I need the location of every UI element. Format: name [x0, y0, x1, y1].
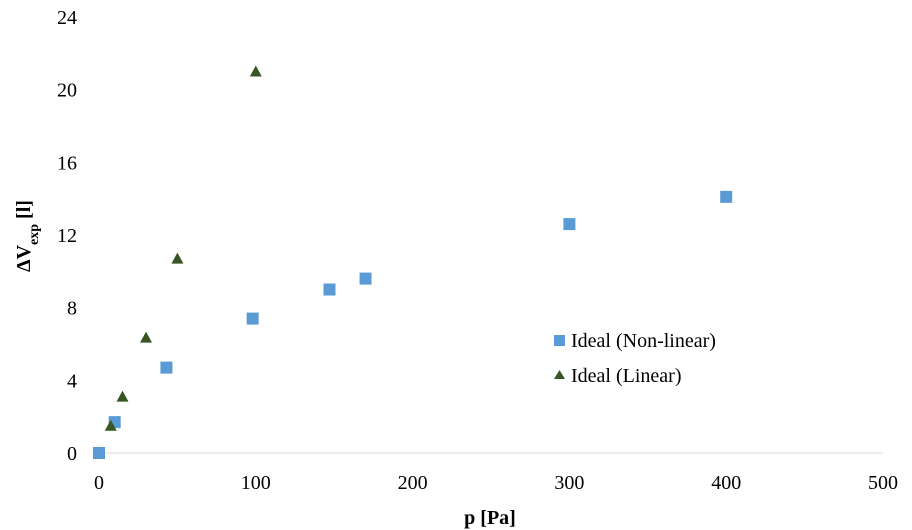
data-point-series-1 [140, 331, 153, 343]
x-tick-label: 300 [554, 472, 584, 494]
y-tick-label: 8 [67, 298, 77, 320]
legend-label-linear: Ideal (Linear) [571, 365, 681, 387]
legend: Ideal (Non-linear) Ideal (Linear) [554, 330, 716, 387]
data-points [93, 65, 733, 459]
x-tick-label: 100 [241, 472, 271, 494]
y-tick-label: 16 [57, 152, 77, 174]
legend-marker-linear [554, 370, 565, 379]
data-point-series-0 [359, 272, 372, 285]
y-axis-title-main: ΔV [13, 244, 35, 272]
data-point-series-0 [93, 447, 105, 459]
data-point-series-1 [249, 65, 262, 77]
y-tick-label: 12 [57, 225, 77, 247]
y-tick-label: 4 [67, 370, 77, 392]
y-tick-label: 20 [57, 80, 77, 102]
x-tick-labels: 0 100 200 300 400 500 [94, 472, 898, 494]
data-point-series-0 [563, 218, 576, 231]
x-tick-label: 500 [868, 472, 898, 494]
y-tick-labels: 0 4 8 12 16 20 24 [57, 7, 77, 465]
x-axis-title: p [Pa] [464, 507, 516, 529]
x-tick-label: 0 [94, 472, 104, 494]
data-point-series-0 [160, 361, 173, 374]
x-tick-label: 400 [711, 472, 741, 494]
data-point-series-1 [171, 252, 184, 264]
legend-label-non-linear: Ideal (Non-linear) [571, 330, 716, 352]
y-axis-title: ΔVexp [l] [13, 200, 42, 272]
y-tick-label: 0 [67, 443, 77, 465]
data-point-series-1 [104, 419, 117, 431]
data-point-series-0 [246, 312, 259, 325]
y-tick-label: 24 [57, 7, 77, 29]
data-point-series-0 [720, 190, 733, 203]
data-point-series-0 [323, 283, 336, 296]
y-axis-title-sub: exp [27, 224, 42, 245]
x-tick-label: 200 [398, 472, 428, 494]
y-axis-title-unit: [l] [13, 200, 35, 224]
data-point-series-1 [116, 390, 129, 402]
legend-marker-non-linear [554, 335, 565, 346]
